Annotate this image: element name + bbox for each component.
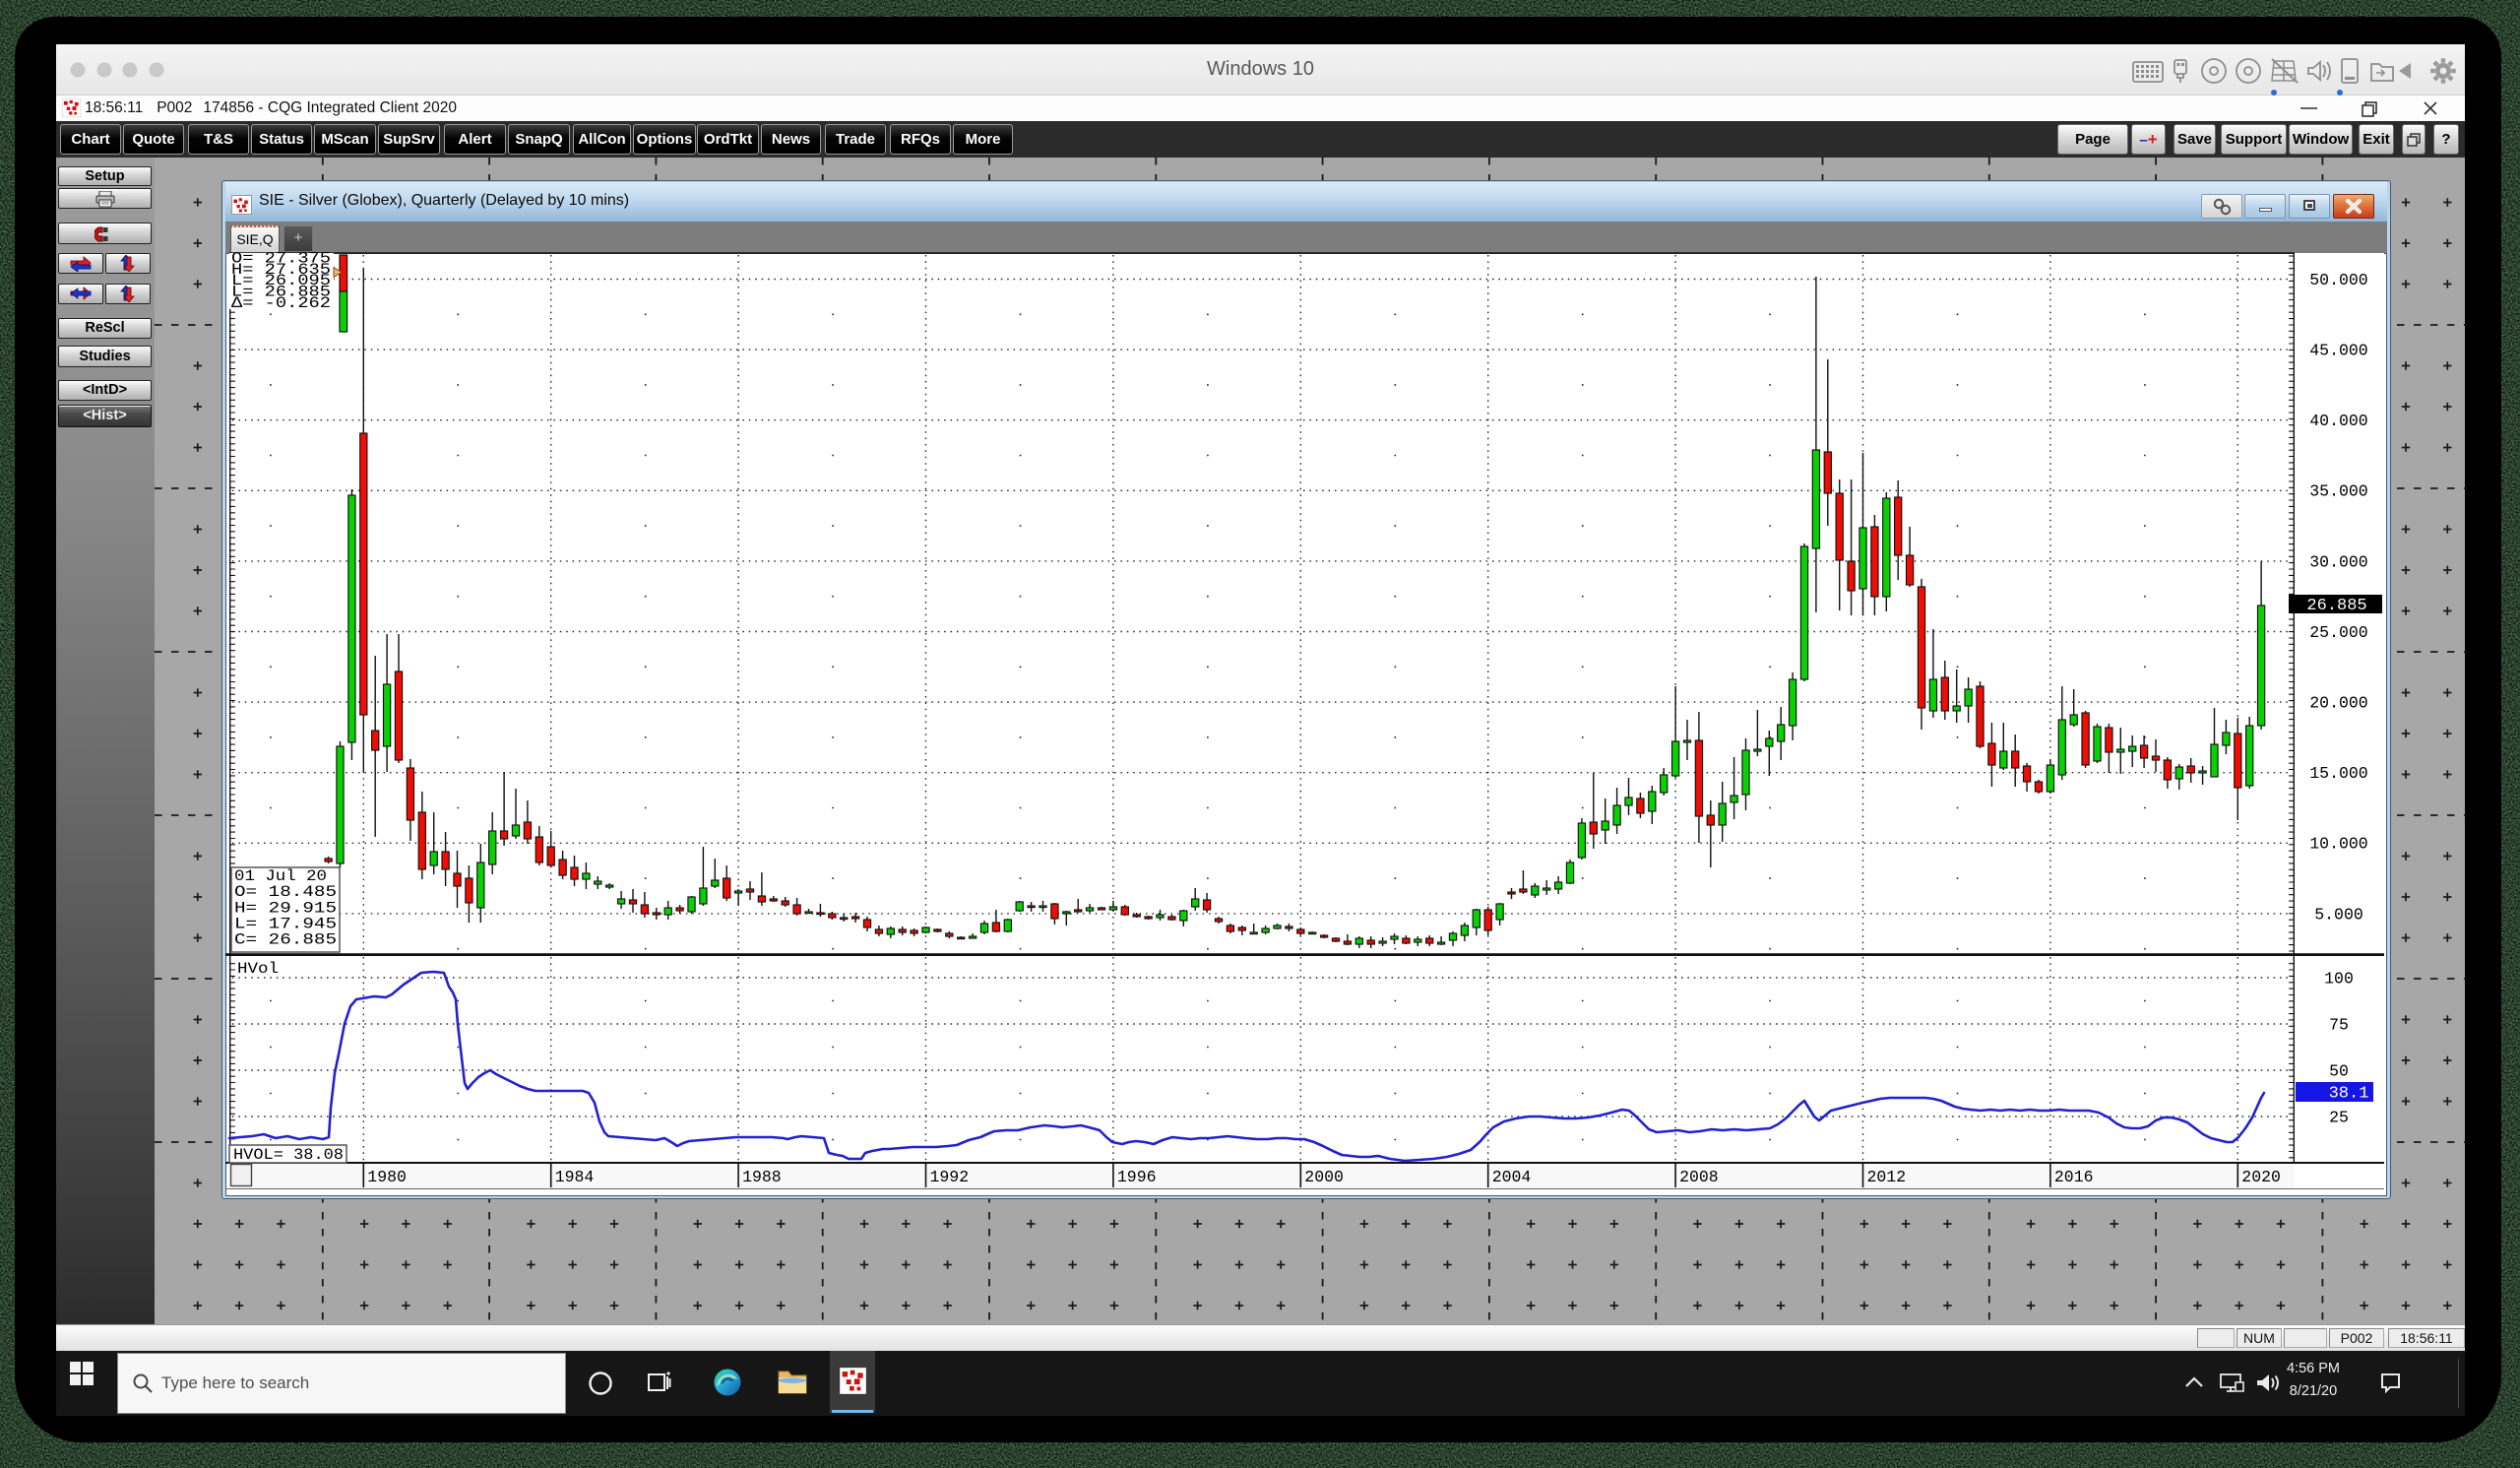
svg-text:HVOL= 38.08: HVOL= 38.08 xyxy=(233,1146,344,1164)
svg-text:10.000: 10.000 xyxy=(2309,835,2367,854)
svg-text:01 Jul 20: 01 Jul 20 xyxy=(234,867,327,885)
svg-text:L= 26.095: L= 26.095 xyxy=(231,272,331,289)
svg-text:2016: 2016 xyxy=(2054,1168,2094,1186)
svg-text:L= 26.885: L= 26.885 xyxy=(231,283,331,300)
svg-text:HVol: HVol xyxy=(237,960,279,978)
svg-text:100: 100 xyxy=(2324,969,2354,988)
svg-text:30.000: 30.000 xyxy=(2309,552,2367,571)
svg-text:50: 50 xyxy=(2329,1061,2349,1080)
svg-text:O= 18.485: O= 18.485 xyxy=(234,883,337,901)
svg-text:2004: 2004 xyxy=(1492,1168,1532,1186)
svg-text:Δ= -0.262: Δ= -0.262 xyxy=(231,294,331,312)
svg-text:2020: 2020 xyxy=(2241,1168,2281,1186)
svg-text:L= 17.945: L= 17.945 xyxy=(234,915,337,932)
svg-text:25.000: 25.000 xyxy=(2309,623,2367,642)
svg-text:50.000: 50.000 xyxy=(2309,271,2367,289)
svg-text:35.000: 35.000 xyxy=(2309,482,2367,501)
svg-text:26.885: 26.885 xyxy=(2306,597,2366,615)
svg-text:C= 26.885: C= 26.885 xyxy=(234,930,337,948)
svg-text:38.1: 38.1 xyxy=(2329,1084,2369,1103)
svg-text:40.000: 40.000 xyxy=(2309,412,2367,430)
svg-text:2012: 2012 xyxy=(1867,1168,1907,1186)
svg-text:1996: 1996 xyxy=(1117,1168,1157,1186)
svg-text:2000: 2000 xyxy=(1304,1168,1344,1186)
svg-text:1988: 1988 xyxy=(742,1168,782,1186)
svg-text:25: 25 xyxy=(2329,1108,2349,1126)
svg-text:2008: 2008 xyxy=(1679,1168,1719,1186)
svg-text:1984: 1984 xyxy=(555,1168,595,1186)
svg-text:15.000: 15.000 xyxy=(2309,764,2367,783)
svg-text:1980: 1980 xyxy=(367,1168,407,1186)
svg-text:H= 27.635: H= 27.635 xyxy=(231,261,331,279)
svg-text:1992: 1992 xyxy=(930,1168,970,1186)
svg-text:5.000: 5.000 xyxy=(2314,905,2363,924)
svg-text:20.000: 20.000 xyxy=(2309,693,2367,712)
svg-text:45.000: 45.000 xyxy=(2309,341,2367,359)
svg-text:H= 29.915: H= 29.915 xyxy=(234,899,337,917)
svg-text:75: 75 xyxy=(2329,1015,2349,1034)
svg-text:O= 27.375: O= 27.375 xyxy=(231,250,331,268)
